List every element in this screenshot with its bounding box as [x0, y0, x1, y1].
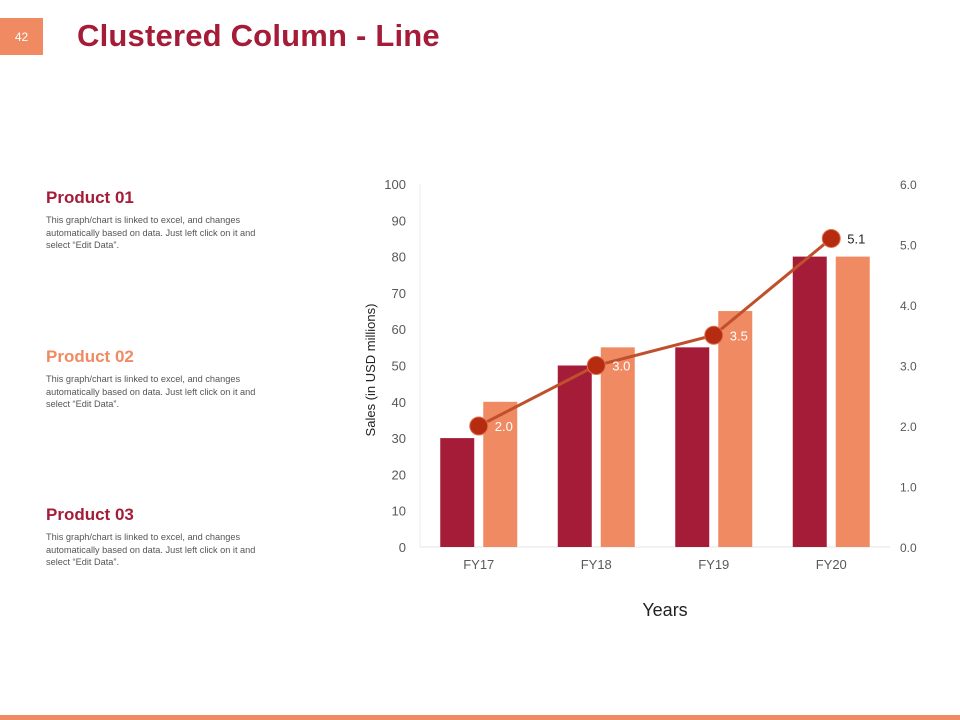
product-03-title: Product 03 [46, 505, 134, 524]
line-data-label: 3.5 [730, 328, 748, 343]
x-tick-label: FY19 [698, 557, 729, 572]
bar-product-02-fy20 [835, 256, 870, 547]
line-data-label: 3.0 [612, 359, 630, 374]
product-01-block: Product 01 This graph/chart is linked to… [46, 188, 261, 252]
y2-tick-label: 0.0 [900, 541, 917, 555]
y2-tick-label: 1.0 [900, 481, 917, 495]
y2-tick-label: 3.0 [900, 360, 917, 374]
y2-tick-label: 4.0 [900, 299, 917, 313]
y-tick-label: 50 [392, 359, 406, 374]
product-01-title: Product 01 [46, 188, 134, 207]
y-tick-label: 40 [392, 395, 406, 410]
x-axis-label: Years [642, 600, 687, 620]
y-tick-label: 100 [384, 177, 406, 192]
product-03-block: Product 03 This graph/chart is linked to… [46, 505, 261, 569]
y-tick-label: 60 [392, 322, 406, 337]
y2-tick-label: 2.0 [900, 420, 917, 434]
bar-product-02-fy17 [483, 401, 518, 547]
y-axis-label: Sales (in USD millions) [363, 304, 378, 437]
x-tick-label: FY18 [581, 557, 612, 572]
line-data-label: 5.1 [847, 231, 865, 246]
line-data-label: 2.0 [495, 419, 513, 434]
page-number: 42 [14, 29, 29, 44]
product-01-description: This graph/chart is linked to excel, and… [46, 215, 256, 250]
y-tick-label: 30 [392, 431, 406, 446]
x-tick-label: FY20 [816, 557, 847, 572]
bar-product-01-fy18 [557, 365, 592, 547]
bar-product-01-fy20 [792, 256, 827, 547]
x-tick-label: FY17 [463, 557, 494, 572]
product-02-block: Product 02 This graph/chart is linked to… [46, 347, 261, 411]
page-number-badge: 42 [0, 18, 43, 55]
footer-bar [0, 715, 960, 720]
line-product-03 [478, 237, 833, 428]
bar-product-02-fy19 [718, 311, 753, 547]
line-marker-fy20 [821, 228, 841, 248]
y-tick-label: 20 [392, 467, 406, 482]
y2-tick-label: 6.0 [900, 178, 917, 192]
y2-tick-label: 5.0 [900, 239, 917, 253]
bar-product-01-fy19 [675, 347, 710, 547]
line-marker-fy18 [586, 356, 606, 375]
product-03-description: This graph/chart is linked to excel, and… [46, 532, 256, 567]
product-02-description: This graph/chart is linked to excel, and… [46, 374, 256, 409]
y-tick-label: 80 [392, 250, 406, 265]
line-marker-fy17 [469, 416, 489, 436]
line-marker-fy19 [704, 325, 724, 345]
bar-product-01-fy17 [440, 438, 475, 547]
product-02-title: Product 02 [46, 347, 134, 366]
y-tick-label: 90 [392, 213, 406, 228]
slide-title: Clustered Column - Line [77, 18, 440, 53]
y-tick-label: 10 [392, 504, 406, 519]
y-tick-label: 70 [392, 286, 406, 301]
bar-product-02-fy18 [600, 347, 635, 547]
y-tick-label: 0 [399, 540, 406, 555]
